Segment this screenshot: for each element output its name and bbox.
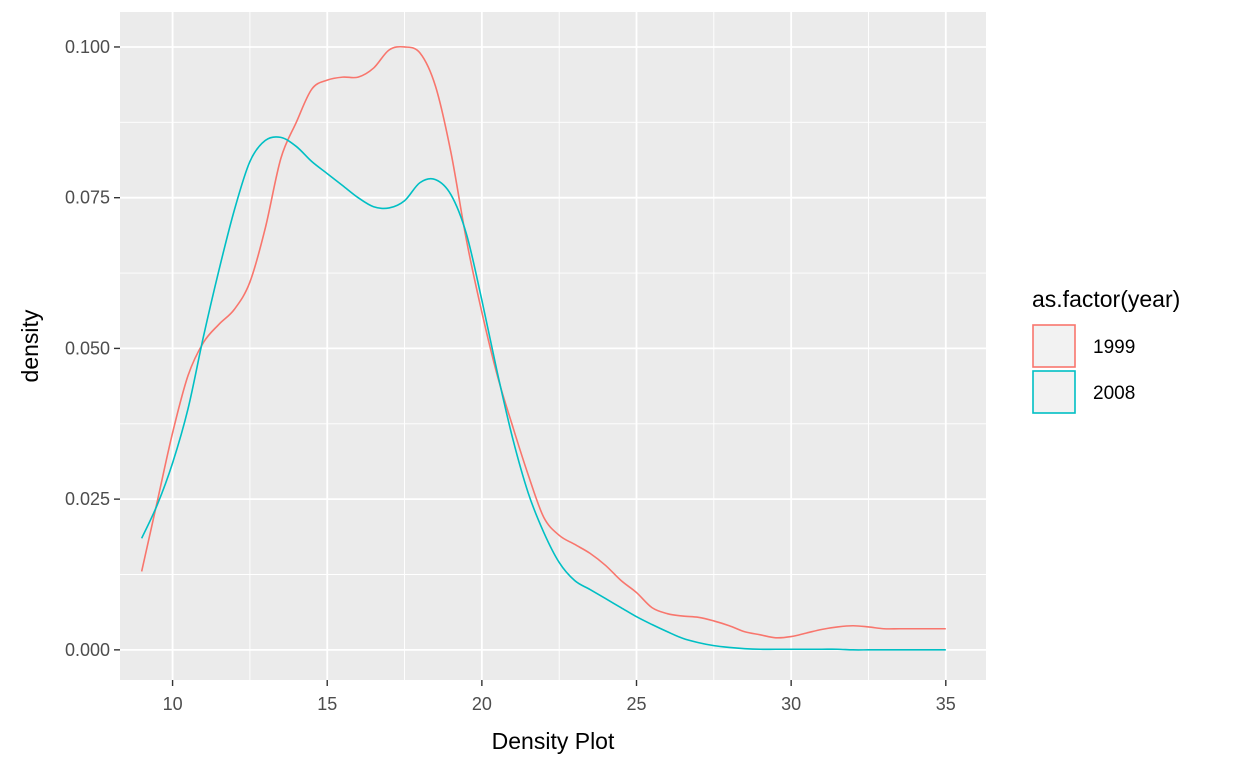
- x-tick-label: 25: [626, 694, 646, 714]
- y-tick-label: 0.050: [65, 338, 110, 358]
- legend-title: as.factor(year): [1032, 286, 1180, 312]
- legend-key-2008: [1032, 370, 1076, 414]
- panel-background: [120, 12, 986, 680]
- legend: as.factor(year) 1999 2008: [1032, 286, 1180, 414]
- x-tick-label: 35: [936, 694, 956, 714]
- x-tick-label: 10: [163, 694, 183, 714]
- series-line-1999: [140, 45, 946, 639]
- x-tick-label: 30: [781, 694, 801, 714]
- y-tick-label: 0.075: [65, 188, 110, 208]
- x-tick-label: 20: [472, 694, 492, 714]
- major-gridlines: [120, 12, 986, 680]
- y-tick-label: 0.100: [65, 37, 110, 57]
- y-tick-label: 0.025: [65, 489, 110, 509]
- x-axis: 10 15 20 25 30 35: [163, 680, 956, 714]
- series-line-2008: [140, 136, 946, 651]
- x-axis-title: Density Plot: [492, 728, 615, 754]
- y-axis-title: density: [17, 309, 43, 382]
- legend-label-2008: 2008: [1093, 383, 1135, 404]
- minor-gridlines: [120, 12, 986, 680]
- x-tick-label: 15: [317, 694, 337, 714]
- legend-label-1999: 1999: [1093, 337, 1135, 358]
- legend-key-1999: [1032, 324, 1076, 368]
- series-layer: [140, 45, 946, 651]
- y-tick-label: 0.000: [65, 640, 110, 660]
- y-axis: 0.000 0.025 0.050 0.075 0.100: [65, 37, 120, 660]
